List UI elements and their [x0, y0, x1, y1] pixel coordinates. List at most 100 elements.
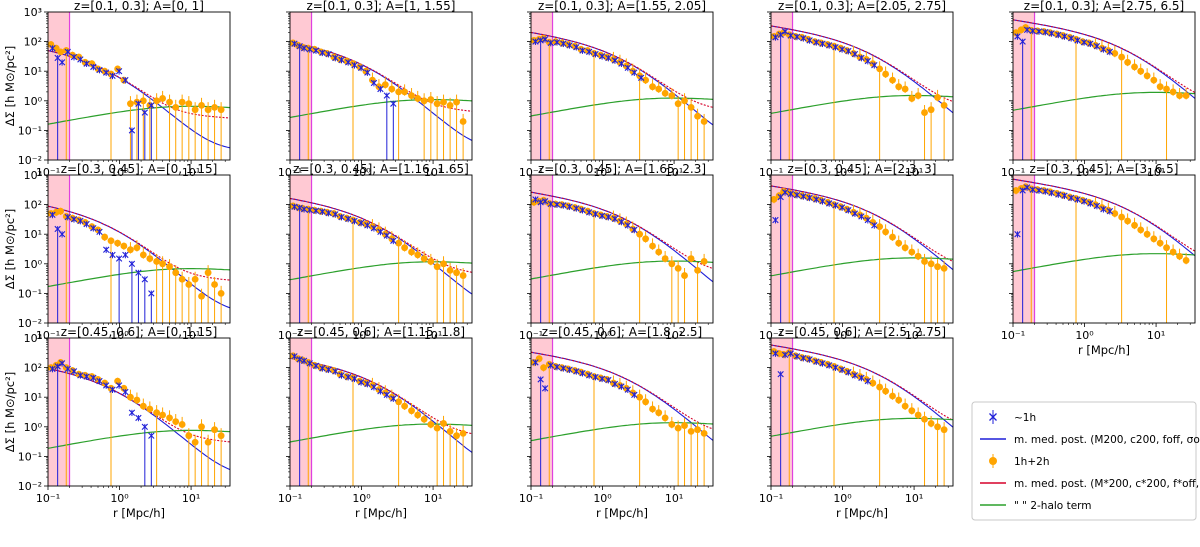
blue-point [598, 53, 606, 60]
orange-point [433, 424, 441, 432]
blue-point [611, 215, 619, 223]
blue-point [122, 251, 129, 259]
x-tick-label: 10⁰ [110, 166, 129, 179]
orange-point [178, 275, 186, 283]
x-axis-label: r [Mpc/h] [596, 506, 648, 520]
orange-point [198, 423, 205, 431]
blue-point [772, 350, 779, 357]
blue-point [832, 202, 839, 209]
orange-point [1150, 76, 1158, 84]
orange-point [674, 100, 682, 108]
x-tick-label: 10⁰ [833, 492, 852, 505]
orange-point [674, 424, 682, 432]
blue-point [825, 362, 833, 369]
orange-point [668, 421, 676, 428]
x-axis-label: r [Mpc/h] [355, 506, 407, 520]
orange-point [420, 255, 428, 262]
blue-point [357, 219, 365, 227]
blue-point [532, 359, 539, 366]
orange-point [927, 420, 935, 427]
blue-point [813, 196, 820, 203]
orange-point [178, 98, 186, 106]
orange-point [217, 432, 225, 440]
x-tick-label: 10¹ [1147, 329, 1165, 342]
model-1h2h-line [290, 41, 472, 112]
blue-point [332, 368, 339, 375]
orange-point [1118, 53, 1126, 61]
panel-frame [1012, 174, 1196, 324]
orange-point [674, 264, 682, 272]
orange-point [940, 264, 948, 272]
panel-plot-area [48, 41, 230, 160]
blue-point [291, 353, 298, 360]
y-tick-label: 10⁰ [24, 258, 43, 271]
blue-point [49, 211, 56, 219]
blue-point [806, 37, 813, 44]
blue-point [1100, 205, 1107, 213]
orange-point [921, 258, 928, 265]
orange-point [661, 89, 669, 97]
model-1h2h-line [1013, 19, 1195, 94]
blue-point [1093, 202, 1101, 210]
x-tick-label: 10¹ [905, 166, 923, 179]
two-halo-line [290, 423, 472, 443]
blue-point [291, 40, 298, 47]
y-tick-label: 10⁻² [18, 154, 42, 167]
blue-point [1106, 48, 1114, 56]
orange-point [127, 100, 134, 108]
blue-point [1093, 42, 1101, 50]
orange-point [1118, 213, 1126, 221]
blue-point [135, 100, 142, 107]
orange-point [895, 83, 903, 91]
panel-frame [530, 11, 714, 161]
blue-point [781, 189, 789, 196]
orange-point [649, 83, 656, 91]
orange-point [914, 252, 922, 260]
orange-point [700, 429, 708, 437]
excluded-region [290, 338, 312, 486]
orange-point [166, 98, 173, 106]
blue-point [83, 60, 90, 67]
x-tick-label: 10¹ [905, 329, 923, 342]
blue-point [819, 360, 826, 367]
blue-point [592, 50, 599, 58]
blue-point [49, 365, 56, 373]
blue-point [772, 34, 779, 41]
blue-point [370, 224, 378, 232]
blue-point [58, 360, 66, 367]
orange-point [1176, 92, 1183, 99]
blue-point [618, 60, 625, 67]
blue-point [364, 69, 371, 76]
orange-point [694, 426, 701, 434]
blue-point [296, 356, 303, 363]
blue-point [344, 373, 352, 381]
blue-point [605, 213, 612, 221]
orange-point [114, 239, 122, 247]
blue-point [291, 203, 298, 210]
blue-point [813, 358, 820, 365]
blue-point [128, 127, 136, 134]
orange-point [198, 292, 205, 300]
blue-point [312, 207, 320, 214]
excluded-region [771, 338, 793, 486]
blue-point [845, 47, 852, 55]
y-tick-label: 10⁻¹ [18, 287, 42, 300]
legend-label-1h: ~1h [1014, 412, 1036, 424]
blue-point [1042, 188, 1049, 195]
two-halo-line [1013, 91, 1195, 111]
excluded-region [48, 338, 70, 486]
blue-point [1023, 184, 1031, 191]
orange-point [204, 438, 212, 446]
blue-point [325, 50, 332, 58]
blue-point [541, 385, 549, 392]
x-tick-label: 10⁰ [833, 329, 852, 342]
blue-point [547, 362, 554, 369]
x-tick-label: 10⁻¹ [278, 492, 302, 505]
blue-point [777, 370, 784, 378]
blue-point [541, 198, 549, 205]
orange-point [687, 255, 695, 262]
blue-point [115, 382, 123, 389]
